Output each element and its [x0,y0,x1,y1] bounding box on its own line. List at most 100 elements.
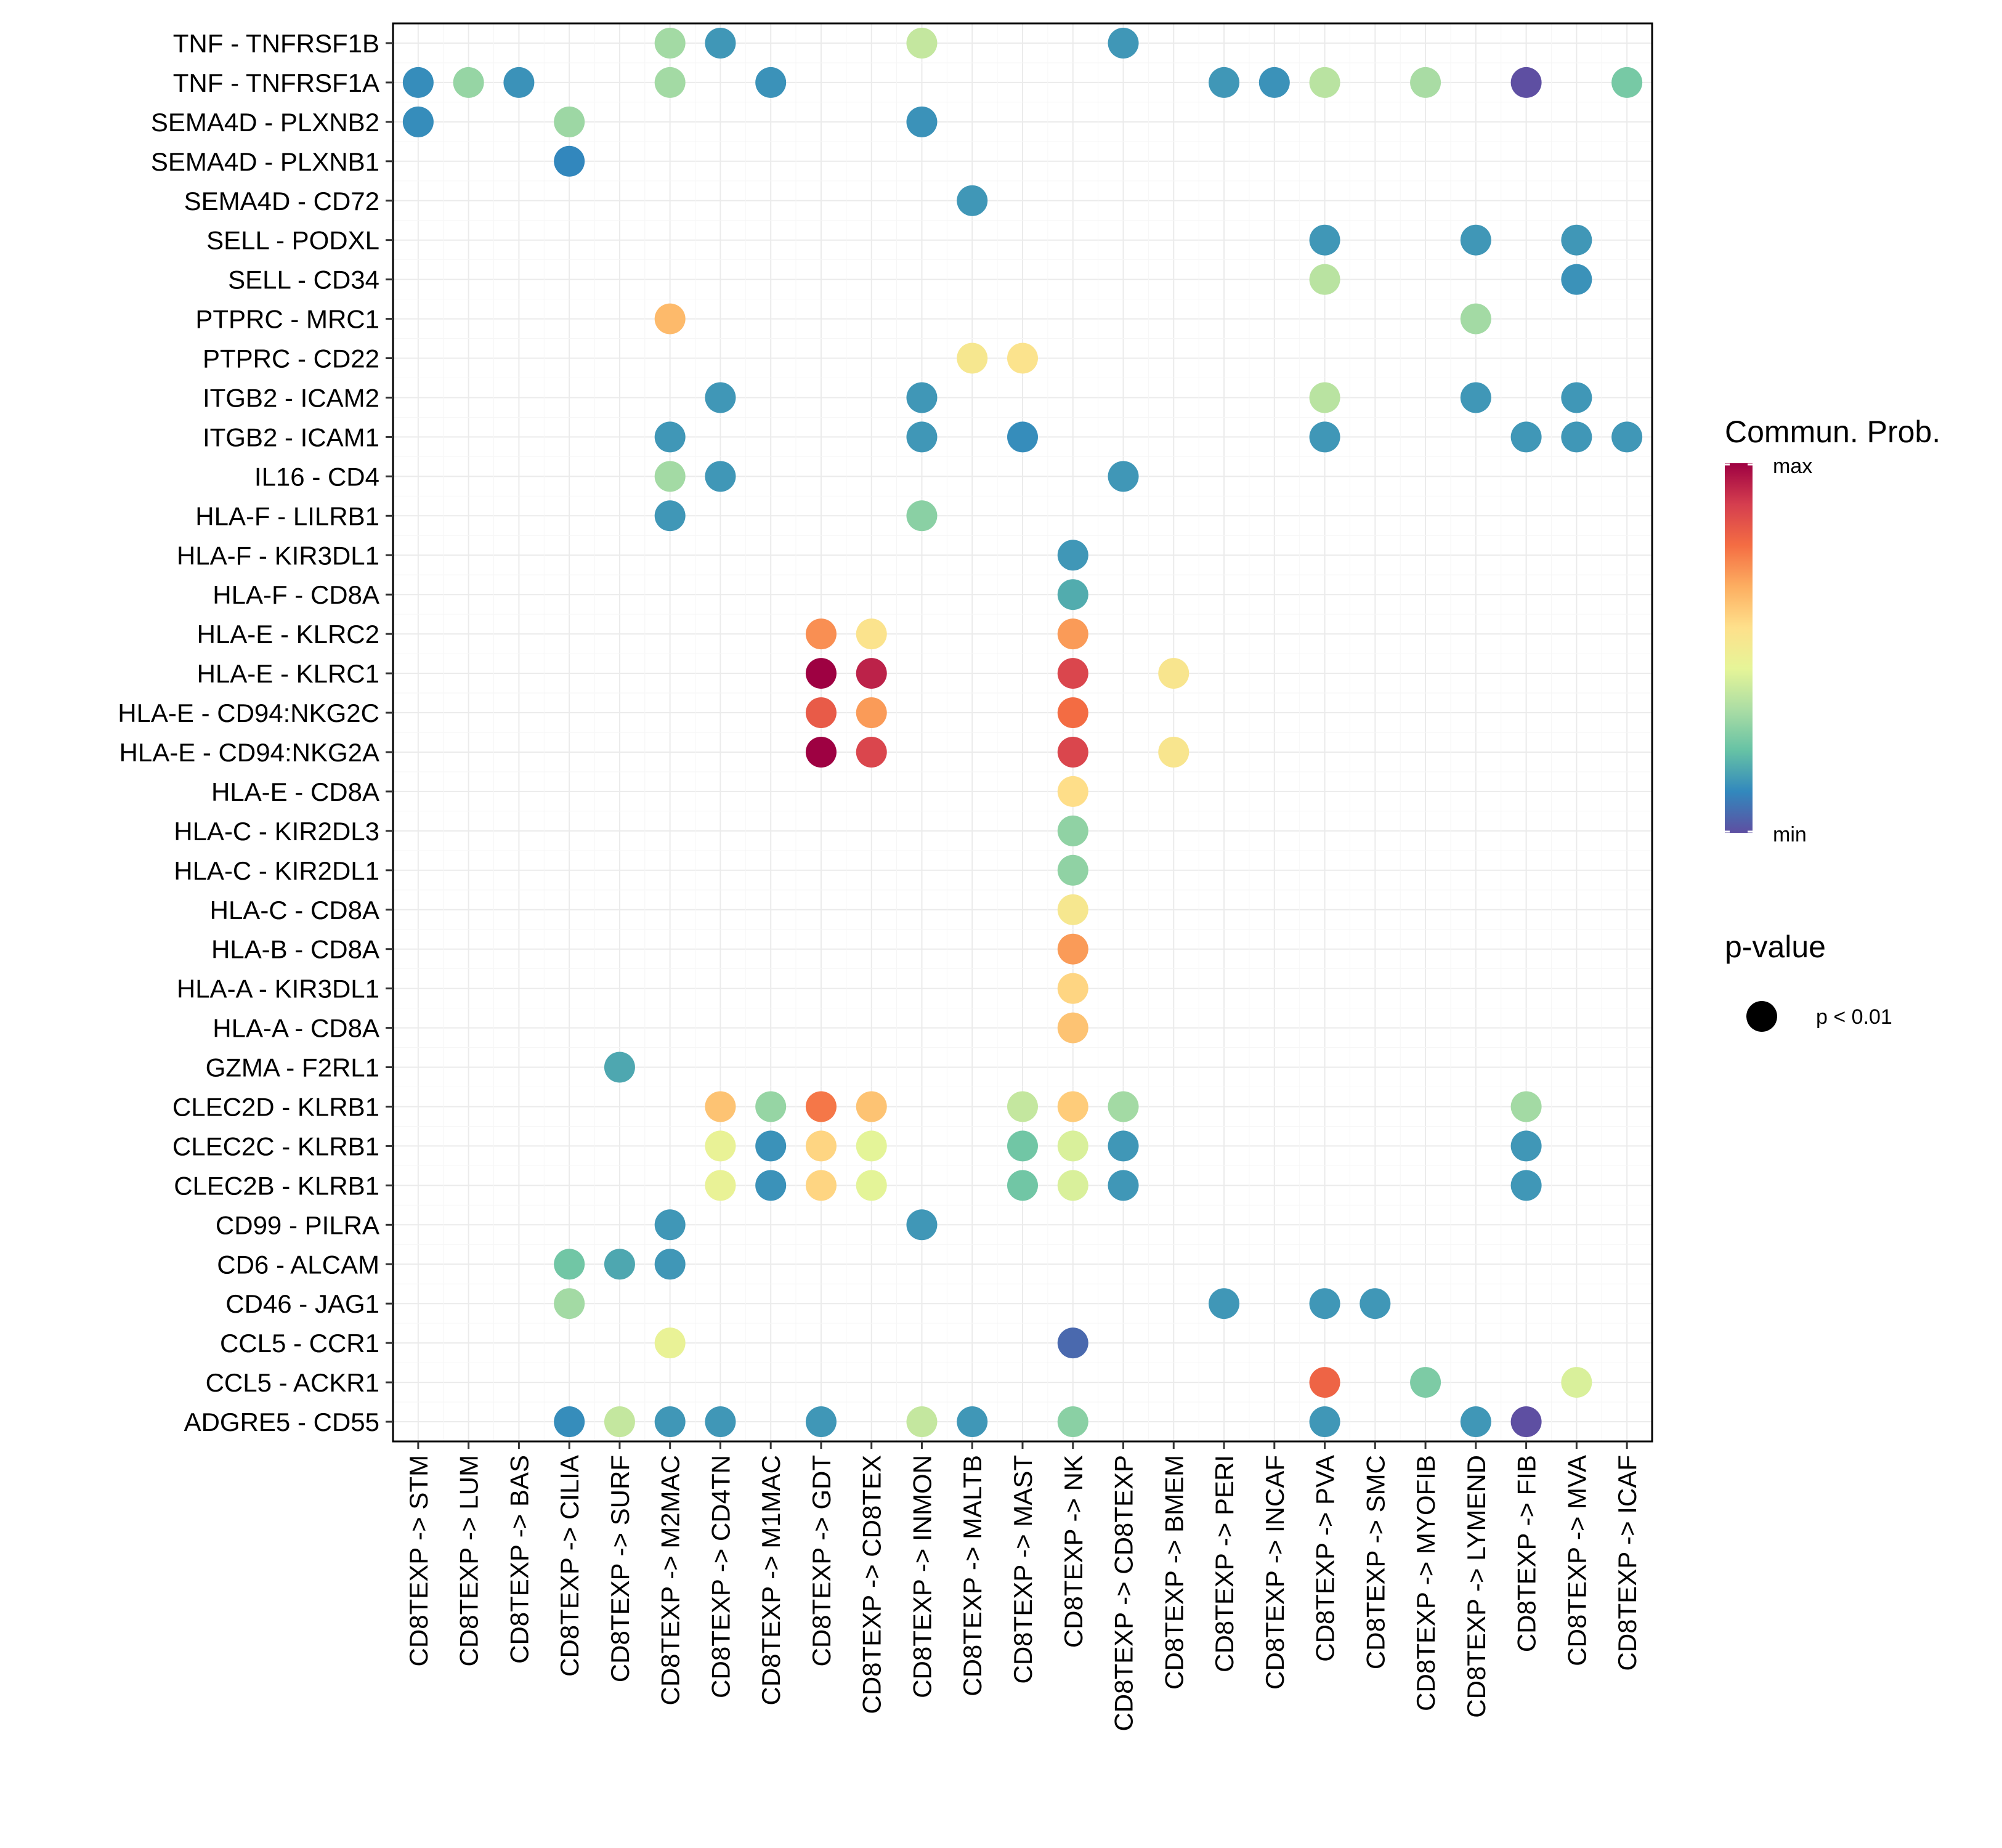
y-tick-label: SEMA4D - CD72 [184,187,379,216]
y-tick-label: CLEC2D - KLRB1 [172,1092,379,1121]
data-point [654,303,686,334]
data-point [1561,1367,1592,1398]
data-point [805,618,837,650]
data-point [1460,224,1491,256]
data-point [705,27,736,59]
data-point [503,67,535,98]
data-point [755,1170,787,1201]
size-legend-label: p < 0.01 [1816,1005,1892,1029]
y-tick-label: SELL - PODXL [206,226,379,255]
data-point [1057,736,1088,768]
colorbar [1725,463,1753,833]
data-point [1057,658,1088,689]
size-legend-dot [1746,1001,1777,1032]
data-point [1309,224,1340,256]
y-tick-label: ITGB2 - ICAM2 [203,383,379,412]
x-tick-label: CD8TEXP -> INMON [907,1455,936,1698]
data-point [1057,1327,1088,1359]
size-legend-title: p-value [1725,930,1826,964]
y-tick-label: HLA-E - CD94:NKG2A [120,738,379,767]
data-point [1057,697,1088,729]
data-point [906,27,938,59]
data-point [957,1406,988,1438]
x-tick-label: CD8TEXP -> M1MAC [756,1455,785,1706]
data-point [1561,264,1592,295]
data-point [1309,1406,1340,1438]
data-point [1460,1406,1491,1438]
x-tick-label: CD8TEXP -> SURF [606,1455,634,1682]
color-legend-title: Commun. Prob. [1725,415,1940,449]
y-tick-label: SEMA4D - PLXNB1 [151,147,379,176]
data-point [705,1091,736,1122]
data-point [654,461,686,492]
data-point [604,1249,635,1280]
x-tick-label: CD8TEXP -> STM [404,1455,433,1666]
data-point [705,382,736,413]
x-tick-label: CD8TEXP -> MVA [1562,1455,1591,1666]
data-point [1611,421,1643,453]
y-tick-label: HLA-F - CD8A [213,580,379,609]
data-point [654,500,686,532]
data-point [1057,776,1088,807]
data-point [705,1406,736,1438]
data-point [1108,1130,1139,1162]
data-point [654,1327,686,1359]
y-tick-label: HLA-A - CD8A [213,1014,379,1043]
x-tick-label: CD8TEXP -> CD8TEXP [1109,1455,1138,1732]
data-point [705,461,736,492]
data-point [1057,1091,1088,1122]
data-point [402,67,434,98]
data-point [654,1249,686,1280]
colorbar-min-label: min [1773,823,1807,846]
data-points [402,27,1643,1438]
y-tick-label: HLA-C - KIR2DL1 [174,856,379,885]
x-tick-label: CD8TEXP -> CD4TN [706,1455,735,1698]
data-point [1108,27,1139,59]
data-point [604,1406,635,1438]
data-point [705,1170,736,1201]
x-tick-label: CD8TEXP -> BAS [505,1455,533,1664]
data-point [402,106,434,137]
data-point [1057,618,1088,650]
x-tick-label: CD8TEXP -> CD8TEX [857,1455,886,1714]
data-point [1158,736,1189,768]
data-point [1057,894,1088,925]
data-point [554,1406,585,1438]
data-point [1360,1288,1391,1319]
data-point [856,1091,887,1122]
data-point [1007,1091,1038,1122]
data-point [654,27,686,59]
data-point [1410,1367,1441,1398]
y-tick-label: GZMA - F2RL1 [206,1053,379,1082]
x-tick-label: CD8TEXP -> MALTB [958,1455,987,1696]
data-point [654,1209,686,1241]
data-point [554,145,585,177]
data-point [856,697,887,729]
data-point [1057,973,1088,1004]
data-point [1057,933,1088,965]
data-point [755,1130,787,1162]
data-point [1510,1170,1542,1201]
y-tick-label: CD99 - PILRA [216,1210,379,1239]
data-point [1510,67,1542,98]
data-point [1510,1130,1542,1162]
legend: Commun. Prob. max min p-value p < 0.01 [1725,415,1940,1032]
colorbar-max-label: max [1773,455,1812,478]
data-point [805,1170,837,1201]
data-point [1057,1170,1088,1201]
data-point [1007,342,1038,374]
data-point [906,1406,938,1438]
data-point [755,67,787,98]
x-tick-label: CD8TEXP -> BMEM [1159,1455,1188,1690]
y-tick-label: HLA-C - KIR2DL3 [174,817,379,846]
data-point [856,736,887,768]
data-point [856,618,887,650]
y-tick-label: HLA-E - KLRC2 [197,620,379,649]
y-tick-label: CLEC2B - KLRB1 [174,1171,379,1200]
data-point [856,1130,887,1162]
y-tick-label: ITGB2 - ICAM1 [203,423,379,452]
y-tick-label: PTPRC - CD22 [203,344,379,373]
y-tick-label: SELL - CD34 [228,265,379,294]
data-point [1007,1130,1038,1162]
